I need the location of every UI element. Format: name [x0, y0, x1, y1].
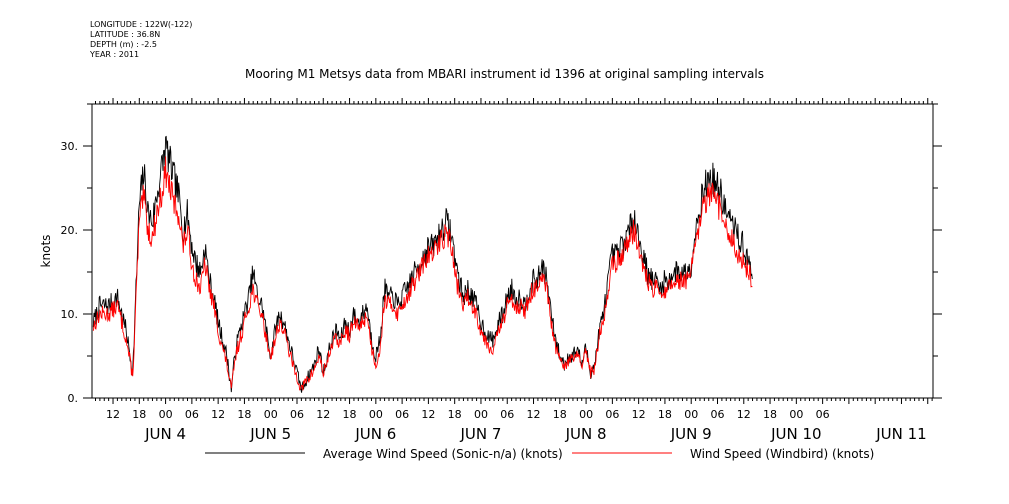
day-label: JUN 11 [875, 425, 926, 443]
series-group [92, 135, 753, 393]
day-label: JUN 7 [459, 425, 501, 443]
y-tick-label: 30. [61, 140, 79, 153]
plot-frame [91, 103, 934, 399]
legend-windbird-speed: Wind Speed (Windbird) (knots) [690, 447, 875, 461]
hour-tick-label: 06 [710, 408, 724, 421]
hour-tick-label: 18 [763, 408, 777, 421]
depth-label: DEPTH (m) : -2.5 [90, 40, 157, 49]
hour-tick-label: 12 [421, 408, 435, 421]
hour-tick-label: 18 [658, 408, 672, 421]
hour-tick-label: 12 [737, 408, 751, 421]
hour-tick-label: 12 [211, 408, 225, 421]
day-label: JUN 4 [144, 425, 186, 443]
hour-tick-label: 18 [553, 408, 567, 421]
legend-average-wind-speed: Average Wind Speed (Sonic-n/a) (knots) [323, 447, 563, 461]
y-tick-label: 20. [61, 224, 79, 237]
hour-tick-label: 06 [395, 408, 409, 421]
hour-tick-label: 00 [789, 408, 803, 421]
hour-tick-label: 06 [185, 408, 199, 421]
hour-tick-label: 12 [316, 408, 330, 421]
hour-tick-label: 00 [159, 408, 173, 421]
hour-tick-label: 18 [343, 408, 357, 421]
hour-tick-label: 06 [500, 408, 514, 421]
y-tick-label: 0. [68, 392, 79, 405]
hour-tick-label: 12 [527, 408, 541, 421]
longitude-label: LONGITUDE : 122W(-122) [90, 20, 193, 29]
hour-tick-label: 00 [684, 408, 698, 421]
y-axis-label: knots [39, 235, 53, 268]
hour-tick-label: 00 [369, 408, 383, 421]
hour-tick-label: 00 [579, 408, 593, 421]
day-label: JUN 9 [670, 425, 712, 443]
metadata-block: LONGITUDE : 122W(-122) LATITUDE : 36.8N … [90, 20, 192, 60]
hour-tick-label: 00 [264, 408, 278, 421]
hour-tick-label: 00 [474, 408, 488, 421]
hour-tick-label: 12 [106, 408, 120, 421]
hour-tick-label: 12 [632, 408, 646, 421]
hour-tick-label: 06 [290, 408, 304, 421]
day-label: JUN 6 [354, 425, 396, 443]
hour-tick-label: 18 [237, 408, 251, 421]
minor-ticks [95, 98, 933, 404]
hour-tick-label: 18 [132, 408, 146, 421]
hour-tick-label: 06 [816, 408, 830, 421]
latitude-label: LATITUDE : 36.8N [90, 30, 161, 39]
day-label: JUN 5 [249, 425, 291, 443]
axes-group: 12 18 00 06 12 18 00 06 12 18 00 06 12 18 00 06 12 18 00 06… [39, 98, 942, 443]
day-label: JUN 10 [770, 425, 821, 443]
hour-tick-label: 18 [448, 408, 462, 421]
series-line-1 [92, 156, 753, 391]
day-label: JUN 8 [565, 425, 607, 443]
year-label: YEAR : 2011 [90, 50, 140, 59]
y-tick-label: 10. [61, 308, 79, 321]
chart-title: Mooring M1 Metsys data from MBARI instru… [245, 67, 764, 81]
hour-tick-label: 06 [605, 408, 619, 421]
